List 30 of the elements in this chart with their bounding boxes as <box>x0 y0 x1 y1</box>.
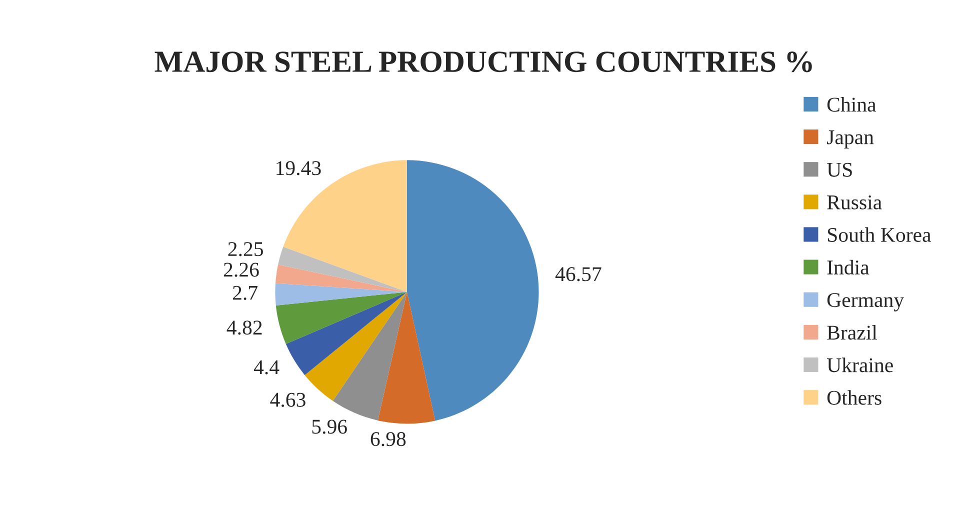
legend-label: Germany <box>827 293 904 312</box>
legend-label: Japan <box>826 130 874 149</box>
data-label: 19.43 <box>276 161 321 176</box>
pie-slice <box>276 292 407 344</box>
data-label: 6.98 <box>370 432 406 446</box>
pie-slice <box>332 292 407 420</box>
pie-slice <box>406 160 539 421</box>
legend-label: South Korea <box>828 227 931 242</box>
legend-label: Brazil <box>827 325 878 340</box>
legend-label: Russia <box>827 195 882 210</box>
pie-slice <box>278 246 407 292</box>
pie-slice <box>286 292 407 376</box>
data-label: 4.63 <box>270 392 306 407</box>
pie-slice <box>378 292 436 424</box>
legend-label: China <box>827 97 876 112</box>
data-label: 2.25 <box>228 242 264 256</box>
data-label: 2.7 <box>232 286 258 300</box>
data-label: 5.96 <box>312 420 347 434</box>
pie-slice <box>275 264 407 292</box>
data-label: 46.57 <box>555 267 602 282</box>
chart-title: MAJOR STEEL PRODUCTING COUNTRIES % <box>154 51 812 72</box>
legend-label: India <box>827 260 870 275</box>
legend-label: Ukraine <box>826 358 893 372</box>
pie-slice <box>304 292 407 401</box>
legend-label: US <box>826 162 852 177</box>
data-label: 4.4 <box>254 360 280 374</box>
legend-label: Others <box>827 390 882 405</box>
data-label: 4.82 <box>226 320 262 335</box>
data-label: 2.26 <box>224 262 259 277</box>
pie-slice <box>275 283 407 306</box>
